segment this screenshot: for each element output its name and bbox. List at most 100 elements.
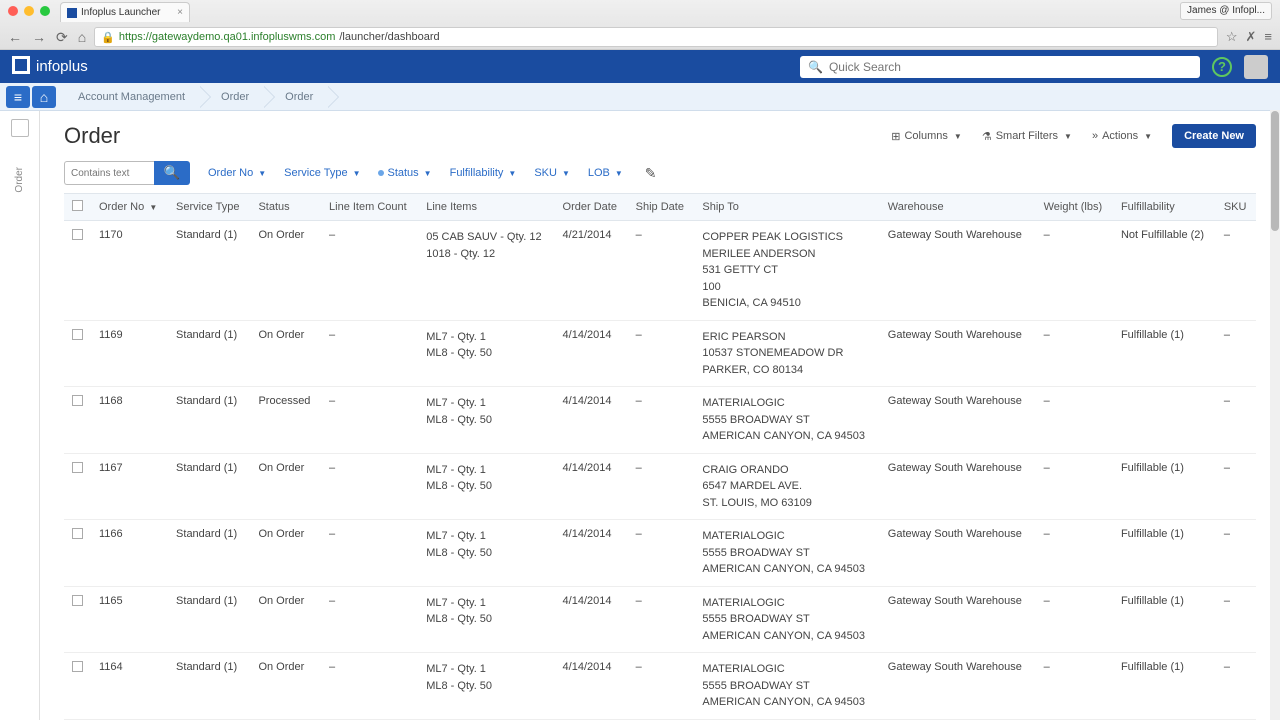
actions-label: Actions	[1102, 130, 1138, 142]
table-row[interactable]: 1165Standard (1)On Order–ML7 - Qty. 1ML8…	[64, 586, 1256, 653]
contains-search-button[interactable]: 🔍	[154, 161, 190, 185]
table-cell: Standard (1)	[168, 520, 250, 587]
table-cell: ML7 - Qty. 1ML8 - Qty. 50	[418, 453, 554, 520]
table-cell: ML7 - Qty. 1ML8 - Qty. 50	[418, 586, 554, 653]
col-order-date[interactable]: Order Date	[555, 194, 628, 221]
col-ship-to[interactable]: Ship To	[694, 194, 879, 221]
table-cell: MATERIALOGIC5555 BROADWAY STAMERICAN CAN…	[694, 586, 879, 653]
table-cell: –	[321, 221, 418, 321]
brand-logo[interactable]: infoplus	[12, 56, 88, 78]
col-sku[interactable]: SKU	[1216, 194, 1256, 221]
hamburger-menu-button[interactable]: ≡	[6, 86, 30, 108]
extension-icon[interactable]: ✗	[1246, 29, 1257, 45]
table-row[interactable]: 1169Standard (1)On Order–ML7 - Qty. 1ML8…	[64, 320, 1256, 387]
browser-user-button[interactable]: James @ Infopl...	[1180, 2, 1272, 20]
row-checkbox[interactable]	[72, 462, 83, 473]
close-window-icon[interactable]	[8, 6, 18, 16]
filter-lob[interactable]: LOB▼	[588, 167, 623, 179]
table-cell: 1166	[91, 520, 168, 587]
table-cell: –	[321, 653, 418, 720]
table-cell: Gateway South Warehouse	[880, 221, 1036, 321]
row-checkbox[interactable]	[72, 528, 83, 539]
contains-text-input[interactable]	[64, 161, 154, 185]
row-checkbox[interactable]	[72, 595, 83, 606]
ship-to-cell: MATERIALOGIC5555 BROADWAY STAMERICAN CAN…	[702, 661, 871, 711]
rail-panel-icon[interactable]	[11, 119, 29, 137]
menu-icon[interactable]: ≡	[1264, 29, 1272, 45]
row-checkbox[interactable]	[72, 229, 83, 240]
forward-icon[interactable]: →	[32, 29, 46, 46]
table-row[interactable]: 1167Standard (1)On Order–ML7 - Qty. 1ML8…	[64, 453, 1256, 520]
columns-dropdown[interactable]: ⊞Columns▼	[891, 130, 962, 143]
col-line-item-count[interactable]: Line Item Count	[321, 194, 418, 221]
line-items-cell: ML7 - Qty. 1ML8 - Qty. 50	[426, 395, 546, 428]
col-weight[interactable]: Weight (lbs)	[1036, 194, 1113, 221]
table-cell: 1170	[91, 221, 168, 321]
back-icon[interactable]: ←	[8, 29, 22, 46]
table-cell: –	[1036, 453, 1113, 520]
table-cell: On Order	[250, 586, 321, 653]
table-row[interactable]: 1170Standard (1)On Order–05 CAB SAUV - Q…	[64, 221, 1256, 321]
url-host: https://gatewaydemo.qa01.infopluswms.com	[119, 31, 335, 43]
columns-label: Columns	[904, 130, 947, 142]
table-cell: –	[628, 221, 695, 321]
breadcrumb-item[interactable]: Account Management	[58, 86, 201, 108]
table-cell: –	[1036, 320, 1113, 387]
filter-service-type[interactable]: Service Type▼	[284, 167, 360, 179]
orders-table: Order No ▼ Service Type Status Line Item…	[64, 193, 1256, 720]
caret-down-icon: ▼	[1064, 132, 1072, 141]
col-status[interactable]: Status	[250, 194, 321, 221]
actions-dropdown[interactable]: »Actions▼	[1092, 130, 1152, 142]
scrollbar-thumb[interactable]	[1271, 111, 1279, 231]
scrollbar[interactable]	[1270, 110, 1280, 720]
table-cell: Gateway South Warehouse	[880, 520, 1036, 587]
star-icon[interactable]: ☆	[1226, 29, 1238, 45]
filter-fulfillability[interactable]: Fulfillability▼	[450, 167, 517, 179]
create-new-button[interactable]: Create New	[1172, 124, 1256, 148]
row-checkbox[interactable]	[72, 661, 83, 672]
filter-sku[interactable]: SKU▼	[534, 167, 570, 179]
home-button[interactable]: ⌂	[32, 86, 56, 108]
filter-label: Order No	[208, 167, 253, 179]
table-row[interactable]: 1164Standard (1)On Order–ML7 - Qty. 1ML8…	[64, 653, 1256, 720]
table-cell: –	[628, 586, 695, 653]
edit-filters-icon[interactable]: ✎	[645, 165, 657, 182]
smart-filters-dropdown[interactable]: ⚗Smart Filters▼	[982, 130, 1072, 143]
col-service-type[interactable]: Service Type	[168, 194, 250, 221]
minimize-window-icon[interactable]	[24, 6, 34, 16]
avatar[interactable]	[1244, 55, 1268, 79]
col-ship-date[interactable]: Ship Date	[628, 194, 695, 221]
search-icon: 🔍	[808, 60, 823, 74]
col-fulfillability[interactable]: Fulfillability	[1113, 194, 1216, 221]
select-all-checkbox[interactable]	[72, 200, 83, 211]
browser-tab[interactable]: Infoplus Launcher ×	[60, 2, 190, 22]
table-cell: –	[1036, 520, 1113, 587]
col-line-items[interactable]: Line Items	[418, 194, 554, 221]
row-checkbox[interactable]	[72, 329, 83, 340]
table-cell: –	[321, 387, 418, 454]
rail-label[interactable]: Order	[14, 167, 25, 193]
table-row[interactable]: 1166Standard (1)On Order–ML7 - Qty. 1ML8…	[64, 520, 1256, 587]
table-cell: –	[628, 653, 695, 720]
table-row[interactable]: 1168Standard (1)Processed–ML7 - Qty. 1ML…	[64, 387, 1256, 454]
table-cell: 1169	[91, 320, 168, 387]
table-cell: Standard (1)	[168, 453, 250, 520]
line-items-cell: ML7 - Qty. 1ML8 - Qty. 50	[426, 462, 546, 495]
tab-close-icon[interactable]: ×	[177, 7, 183, 18]
row-checkbox[interactable]	[72, 395, 83, 406]
maximize-window-icon[interactable]	[40, 6, 50, 16]
quick-search[interactable]: 🔍	[800, 56, 1200, 78]
quick-search-input[interactable]	[829, 60, 1192, 74]
reload-icon[interactable]: ⟳	[56, 29, 68, 46]
url-field[interactable]: 🔒 https://gatewaydemo.qa01.infopluswms.c…	[94, 27, 1218, 47]
col-warehouse[interactable]: Warehouse	[880, 194, 1036, 221]
table-cell: –	[628, 520, 695, 587]
filter-label: Status	[387, 167, 418, 179]
caret-down-icon: ▼	[954, 132, 962, 141]
help-icon[interactable]: ?	[1212, 57, 1232, 77]
filter-status[interactable]: Status▼	[378, 167, 431, 179]
home-icon[interactable]: ⌂	[78, 29, 86, 46]
filter-order-no[interactable]: Order No▼	[208, 167, 266, 179]
filter-label: Service Type	[284, 167, 347, 179]
col-order-no[interactable]: Order No ▼	[91, 194, 168, 221]
